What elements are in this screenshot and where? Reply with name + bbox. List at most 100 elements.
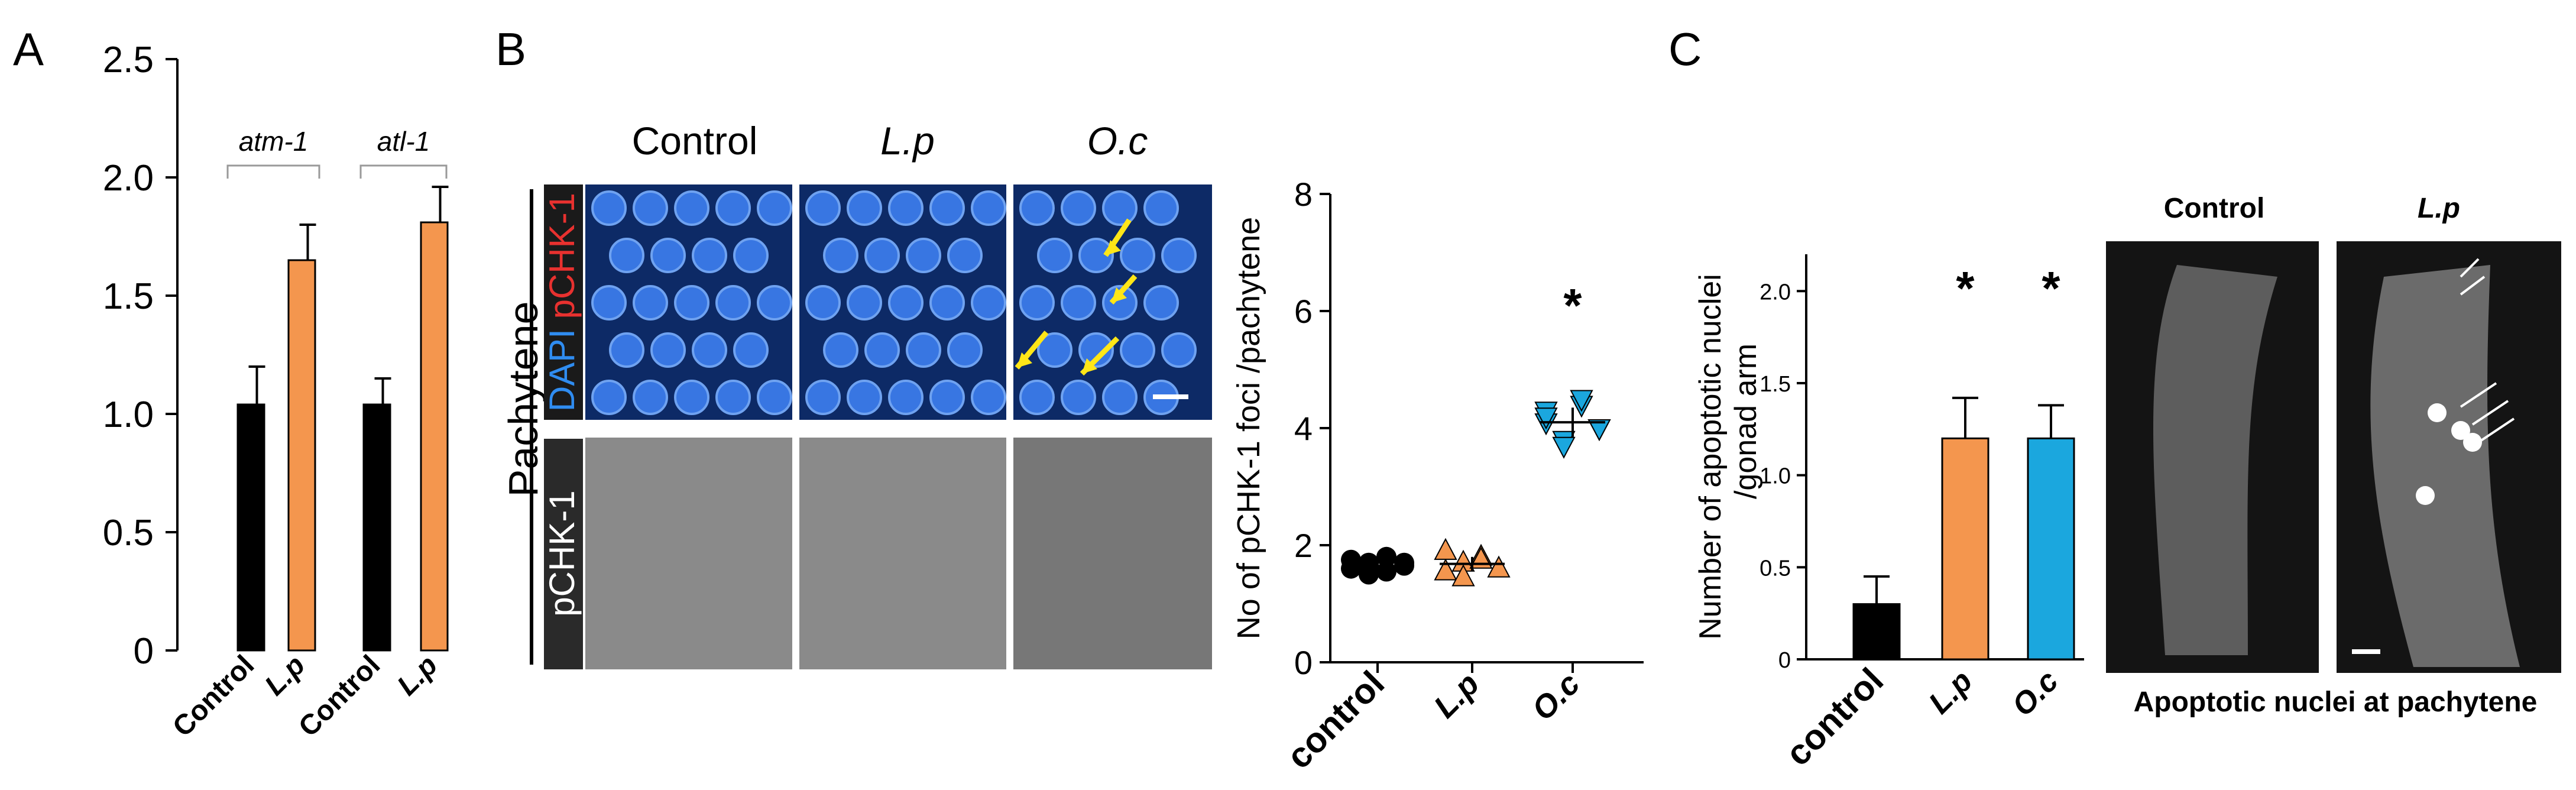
nucleus	[1120, 332, 1155, 368]
gonad-control	[2153, 265, 2277, 655]
x-tick-label: L.p	[1427, 666, 1486, 725]
yellow-arrowhead	[1112, 287, 1127, 303]
nucleus	[971, 190, 1006, 226]
nucleus	[591, 285, 627, 320]
x-tick-label: control	[1778, 661, 1891, 773]
nucleus	[929, 190, 965, 226]
nucleus	[805, 190, 841, 226]
nucleus	[805, 380, 841, 415]
chart-c: 0 0.5 1.0 1.5 2.0 Number of apoptotic nuclei /…	[1693, 254, 2084, 773]
bar	[1852, 603, 1901, 661]
nucleus	[1019, 190, 1055, 226]
nucleus	[715, 380, 751, 415]
scale-bar	[1153, 394, 1188, 399]
col-header-control: Control	[631, 119, 758, 163]
x-tick-label: O.c	[2005, 663, 2065, 723]
y-tick-label: 2	[1294, 527, 1313, 564]
y-tick-label: 2.5	[103, 40, 154, 80]
c-header-control: Control	[2163, 193, 2265, 224]
nucleus	[888, 190, 924, 226]
nucleus	[650, 238, 686, 273]
nucleus	[823, 332, 858, 368]
apoptotic-nucleus	[2416, 486, 2435, 505]
nucleus	[591, 380, 627, 415]
nucleus	[823, 238, 858, 273]
pchk-image	[799, 438, 1006, 669]
group-bracket	[226, 164, 320, 179]
panel-letter-c: C	[1668, 23, 1702, 75]
nucleus	[847, 285, 882, 320]
nucleus	[1161, 238, 1197, 273]
nucleus	[929, 380, 965, 415]
bar	[287, 259, 316, 652]
nucleus	[609, 238, 644, 273]
white-arrow	[2471, 400, 2509, 426]
nucleus	[1061, 285, 1096, 320]
nucleus	[1037, 332, 1072, 368]
white-arrow	[2460, 258, 2480, 278]
y-tick-label: 2.0	[103, 158, 154, 199]
y-tick-label: 2.0	[1760, 280, 1791, 305]
col-header-lp: L.p	[880, 119, 935, 163]
y-axis-label: Number of apoptotic nuclei	[1693, 274, 1728, 640]
nucleus	[947, 332, 983, 368]
nucleus	[1078, 238, 1114, 273]
nucleus	[1120, 238, 1155, 273]
y-tick-label: 4	[1294, 410, 1313, 447]
y-tick-label: 1.0	[103, 394, 154, 435]
apoptotic-nucleus	[2463, 433, 2482, 452]
y-tick-label: 1.0	[1760, 464, 1791, 489]
nucleus	[591, 190, 627, 226]
row-label-box-bottom: pCHK-1	[542, 439, 583, 669]
nucleus	[1143, 190, 1179, 226]
row-label-box-top: DAPI pCHK-1	[542, 184, 583, 420]
nucleus	[929, 285, 965, 320]
data-point	[1434, 558, 1457, 581]
nucleus	[971, 285, 1006, 320]
panel-letter-a: A	[13, 23, 44, 75]
y-tick-label: 0	[1294, 644, 1313, 681]
nucleus	[1019, 380, 1055, 415]
c-image-caption: Apoptotic nuclei at pachytene	[2133, 687, 2538, 718]
data-point	[1587, 419, 1611, 442]
scale-bar	[2352, 649, 2380, 654]
nucleus	[847, 380, 882, 415]
nucleus	[633, 380, 668, 415]
pchk-image	[585, 438, 792, 669]
nucleus	[947, 238, 983, 273]
y-tick-label: 1.5	[103, 276, 154, 317]
nucleus	[1102, 285, 1138, 320]
nucleus	[757, 190, 792, 226]
nucleus	[692, 238, 727, 273]
panel-letter-b: B	[495, 23, 527, 75]
nucleus	[1037, 238, 1072, 273]
nucleus	[674, 285, 709, 320]
white-arrow	[2460, 276, 2486, 296]
x-tick-label: L.p	[391, 649, 443, 701]
data-point	[1552, 436, 1576, 459]
nucleus	[847, 190, 882, 226]
data-point	[1341, 549, 1361, 570]
apoptotic-nucleus	[2451, 421, 2470, 440]
x-tick-label: Control	[293, 649, 386, 743]
col-header-oc: O.c	[1087, 119, 1148, 163]
bar	[236, 403, 265, 652]
pchk-label-top: pCHK-1	[542, 192, 582, 319]
data-point	[1534, 407, 1558, 430]
y-tick-label: 6	[1294, 293, 1313, 330]
x-tick-label: Control	[167, 649, 260, 743]
group-label: atl-1	[377, 126, 430, 157]
nucleus	[609, 332, 644, 368]
dapi-label: DAPI	[542, 329, 582, 412]
x-tick-label: O.c	[1525, 666, 1587, 727]
nucleus	[633, 190, 668, 226]
row-label-pachytene: Pachytene	[500, 301, 546, 497]
nucleus	[805, 285, 841, 320]
white-arrow	[2460, 382, 2497, 408]
y-tick-label: 1.5	[1760, 372, 1791, 397]
x-tick-label: L.p	[259, 649, 311, 701]
y-tick-label: 0	[1778, 648, 1791, 673]
nucleus	[715, 285, 751, 320]
data-point	[1487, 555, 1511, 578]
bar	[420, 221, 449, 652]
